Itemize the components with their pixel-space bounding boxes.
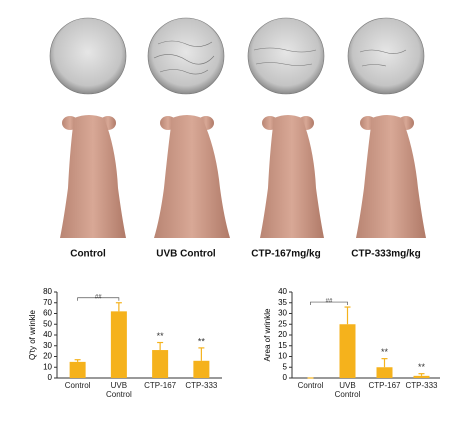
y-tick-label: 80: [43, 287, 52, 296]
wrinkles: [359, 49, 407, 67]
significance-label: ##: [95, 294, 102, 300]
x-tick-label: Control: [64, 381, 91, 390]
bar: [110, 311, 127, 378]
x-tick-label: Control: [297, 381, 324, 390]
bar: [376, 367, 393, 378]
y-tick-label: 0: [48, 373, 53, 382]
y-tick-label: 10: [278, 352, 287, 361]
mouse: [356, 115, 426, 238]
significance-label: **: [157, 331, 165, 341]
group-label: CTP-333mg/kg: [351, 249, 420, 260]
replica: [347, 17, 425, 95]
significance-bracket: [77, 297, 120, 301]
significance-label: **: [198, 336, 206, 346]
y-tick-label: 25: [278, 319, 287, 328]
y-tick-label: 30: [43, 341, 52, 350]
x-tick-label: CTP-333: [405, 381, 438, 390]
significance-label: **: [418, 362, 426, 372]
bar: [193, 360, 210, 378]
y-tick-label: 30: [278, 309, 287, 318]
replica: [49, 17, 127, 95]
mouse-photos: [60, 115, 426, 238]
group-label: UVB Control: [156, 249, 216, 260]
group-label: CTP-167mg/kg: [251, 249, 320, 260]
y-tick-label: 20: [278, 330, 287, 339]
y-axis-label: Area of wrinkle: [263, 308, 272, 361]
significance-label: **: [381, 347, 389, 357]
x-tick-label: UVB Control: [105, 381, 132, 399]
mouse: [60, 115, 126, 238]
group-label: Control: [70, 249, 106, 260]
x-tick-label: CTP-333: [185, 381, 218, 390]
y-tick-label: 5: [283, 362, 288, 371]
y-tick-label: 50: [43, 319, 52, 328]
replica: [247, 17, 325, 95]
replica: [147, 17, 225, 95]
bar: [413, 375, 430, 378]
mouse: [260, 115, 324, 238]
mouse: [154, 115, 230, 238]
y-tick-label: 40: [43, 330, 52, 339]
bar: [339, 324, 356, 378]
significance-bracket: [310, 301, 348, 306]
x-tick-label: UVB Control: [334, 381, 361, 399]
x-tick-label: CTP-167: [368, 381, 401, 390]
y-tick-label: 70: [43, 298, 52, 307]
y-tick-label: 15: [278, 341, 287, 350]
bar: [69, 361, 86, 378]
wrinkles: [253, 47, 317, 66]
y-tick-label: 20: [43, 352, 52, 361]
significance-label: ##: [326, 299, 333, 305]
y-tick-label: 10: [43, 362, 52, 371]
y-tick-label: 0: [283, 373, 288, 382]
wrinkles: [153, 40, 215, 75]
replica-images: [49, 17, 425, 95]
y-tick-label: 35: [278, 298, 287, 307]
x-tick-label: CTP-167: [144, 381, 177, 390]
y-axis-label: Q'ty of wrinkle: [28, 309, 37, 360]
y-tick-label: 60: [43, 309, 52, 318]
bar: [152, 350, 169, 378]
y-tick-label: 40: [278, 287, 287, 296]
